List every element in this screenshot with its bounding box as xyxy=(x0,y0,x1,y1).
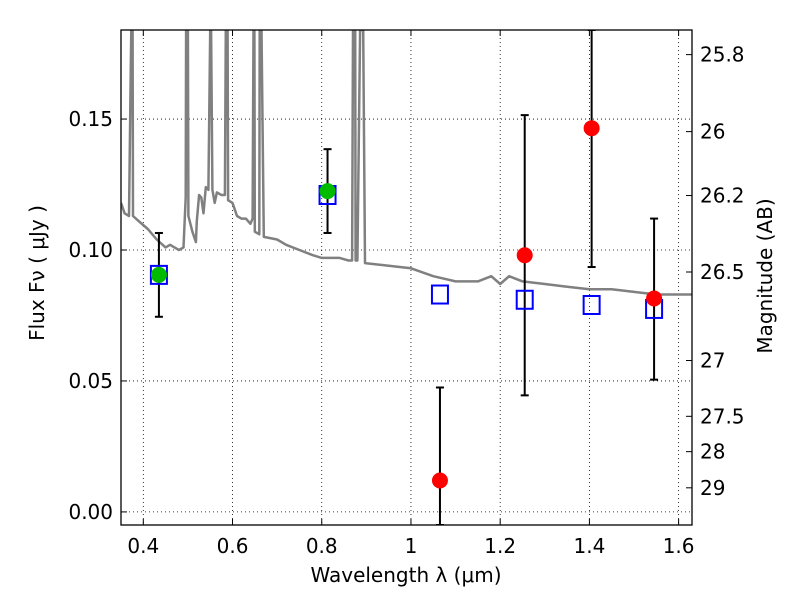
y2-tick-label: 26 xyxy=(700,120,725,144)
x-tick-label: 0.4 xyxy=(127,534,159,558)
x-tick-label: 1.4 xyxy=(573,534,605,558)
x-tick-label: 0.8 xyxy=(306,534,338,558)
observed-point xyxy=(583,120,600,137)
y2-tick-label: 27.5 xyxy=(700,404,745,428)
model-flux-square xyxy=(582,295,601,315)
model-spectrum-line xyxy=(121,30,692,296)
data-marks-layer xyxy=(149,30,664,525)
y-axis-label: Flux Fν ( μJy ) xyxy=(25,205,49,341)
y-tick-label: 0.10 xyxy=(68,238,113,262)
observed-point xyxy=(431,472,448,489)
detection-point xyxy=(150,266,167,283)
y2-tick-label: 29 xyxy=(700,476,725,500)
x-tick-label: 1 xyxy=(405,534,418,558)
axes-layer: 0.4 0.6 0.8 1 1.2 1.4 1.6 0.00 0.05 0.10 0.15 25.8 2… xyxy=(68,29,745,558)
x-tick-label: 0.6 xyxy=(217,534,249,558)
y-tick-label: 0.15 xyxy=(68,107,113,131)
y2-tick-label: 25.8 xyxy=(700,43,745,67)
model-spectrum-layer xyxy=(121,30,692,296)
observed-point xyxy=(516,247,533,264)
y2-tick-label: 26.5 xyxy=(700,260,745,284)
model-flux-square xyxy=(430,284,449,305)
x-tick-label: 1.2 xyxy=(484,534,516,558)
y-tick-label: 0.05 xyxy=(68,369,113,393)
y-tick-label: 0.00 xyxy=(68,500,113,524)
grid-layer xyxy=(121,30,692,525)
x-axis-label: Wavelength λ (μm) xyxy=(310,563,501,587)
detection-point xyxy=(319,183,336,200)
y2-axis-label: Magnitude (AB) xyxy=(753,198,777,353)
y2-tick-label: 28 xyxy=(700,440,725,464)
plot-frame xyxy=(120,29,693,526)
y2-tick-label: 27 xyxy=(700,349,725,373)
observed-point xyxy=(646,290,663,307)
x-tick-label: 1.6 xyxy=(663,534,695,558)
y2-tick-label: 26.2 xyxy=(700,184,745,208)
model-flux-square xyxy=(515,289,534,310)
